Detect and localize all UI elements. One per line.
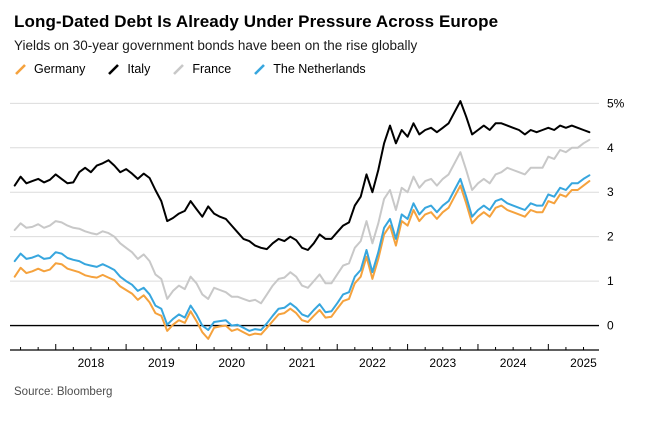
series-line-germany: [13, 180, 591, 340]
chart-title: Long-Dated Debt Is Already Under Pressur…: [14, 12, 499, 31]
chart-subtitle: Yields on 30-year government bonds have …: [14, 38, 418, 53]
legend-label: Italy: [127, 62, 151, 76]
legend-item-germany: Germany: [14, 62, 85, 76]
x-axis-label: 2024: [500, 356, 527, 370]
chart-legend: Germany Italy France The Netherlands: [14, 62, 635, 76]
line-swatch-icon: [108, 63, 120, 75]
x-axis: 2018 2019 2020 2021 2022 2023 2024 2025: [10, 344, 599, 370]
y-axis-label: 0: [607, 319, 614, 333]
source-attribution: Source: Bloomberg: [14, 386, 113, 398]
legend-item-the-netherlands: The Netherlands: [253, 62, 366, 76]
x-axis-label: 2018: [78, 356, 105, 370]
legend-label: France: [192, 62, 232, 76]
x-axis-label: 2021: [289, 356, 316, 370]
series-line-france: [13, 138, 591, 305]
legend-label: Germany: [34, 62, 86, 76]
x-axis-label: 2019: [148, 356, 175, 370]
series-lines: [13, 100, 591, 340]
series-line-italy: [13, 100, 591, 251]
y-axis-label: 4: [607, 141, 614, 155]
line-swatch-icon: [254, 63, 266, 75]
y-axis-label: 5%: [607, 96, 625, 110]
x-axis-label: 2025: [570, 356, 597, 370]
series-line-the-netherlands: [13, 174, 591, 332]
legend-item-italy: Italy: [107, 62, 150, 76]
chart-canvas: 0 1 2 3 4 5% 2018 2019 2020 2021 2022 2023 2024 2025: [10, 96, 625, 370]
legend-item-france: France: [172, 62, 231, 76]
y-axis-label: 2: [607, 230, 614, 244]
legend-label: The Netherlands: [273, 62, 366, 76]
line-swatch-icon: [173, 63, 185, 75]
y-axis-label: 1: [607, 274, 614, 288]
x-axis-label: 2023: [429, 356, 456, 370]
yield-line-chart: 0 1 2 3 4 5% 2018 2019 2020 2021 2022 2023 2024 2025: [0, 78, 649, 380]
x-axis-label: 2020: [218, 356, 245, 370]
y-axis-label: 3: [607, 185, 614, 199]
x-axis-label: 2022: [359, 356, 386, 370]
line-swatch-icon: [15, 63, 26, 75]
gridlines: 0 1 2 3 4 5%: [10, 96, 625, 333]
